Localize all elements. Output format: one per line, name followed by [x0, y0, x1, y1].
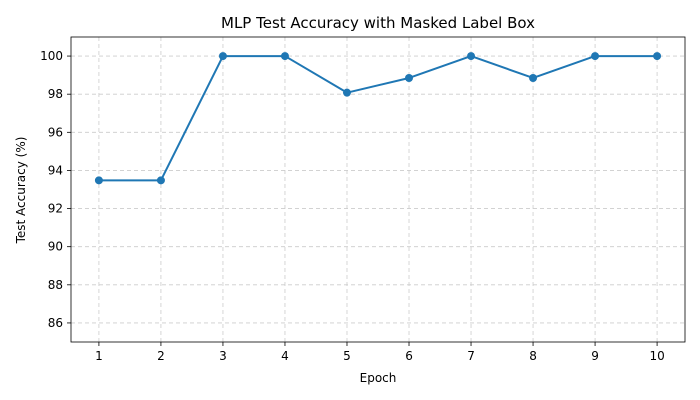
x-tick-label: 1	[95, 349, 103, 363]
plot-area-frame	[70, 36, 686, 343]
y-tick-label: 88	[48, 278, 63, 292]
chart-title: MLP Test Accuracy with Masked Label Box	[221, 14, 535, 32]
y-tick-label: 92	[48, 202, 63, 216]
data-point	[280, 52, 289, 61]
y-tick-label: 96	[48, 125, 63, 139]
data-point	[467, 52, 476, 61]
data-point	[529, 73, 538, 82]
data-point	[218, 52, 227, 61]
x-tick-label: 7	[467, 349, 475, 363]
data-point	[156, 176, 165, 185]
y-axis-label: Test Accuracy (%)	[14, 137, 28, 245]
ticks-layer: 1 2 3 4 5 6 7 8 9 10 86 88 90 92 94 96 98 100	[40, 49, 665, 363]
x-tick-label: 4	[281, 349, 289, 363]
y-tick-label: 90	[48, 240, 63, 254]
series-layer	[94, 52, 662, 185]
data-point	[342, 88, 351, 97]
y-tick-label: 94	[48, 163, 63, 177]
x-tick-label: 2	[157, 349, 165, 363]
x-tick-label: 9	[591, 349, 599, 363]
y-tick-label: 98	[48, 87, 63, 101]
x-tick-label: 10	[649, 349, 664, 363]
x-axis-label: Epoch	[360, 371, 397, 385]
y-tick-label: 100	[40, 49, 63, 63]
y-tick-label: 86	[48, 316, 63, 330]
x-tick-label: 5	[343, 349, 351, 363]
x-tick-label: 6	[405, 349, 413, 363]
x-tick-label: 3	[219, 349, 227, 363]
axes-layer	[70, 36, 686, 343]
series-line	[98, 55, 658, 182]
data-point	[405, 73, 414, 82]
grid-layer	[71, 37, 685, 342]
data-point	[94, 176, 103, 185]
x-tick-label: 8	[529, 349, 537, 363]
data-point	[653, 52, 662, 61]
data-point	[591, 52, 600, 61]
